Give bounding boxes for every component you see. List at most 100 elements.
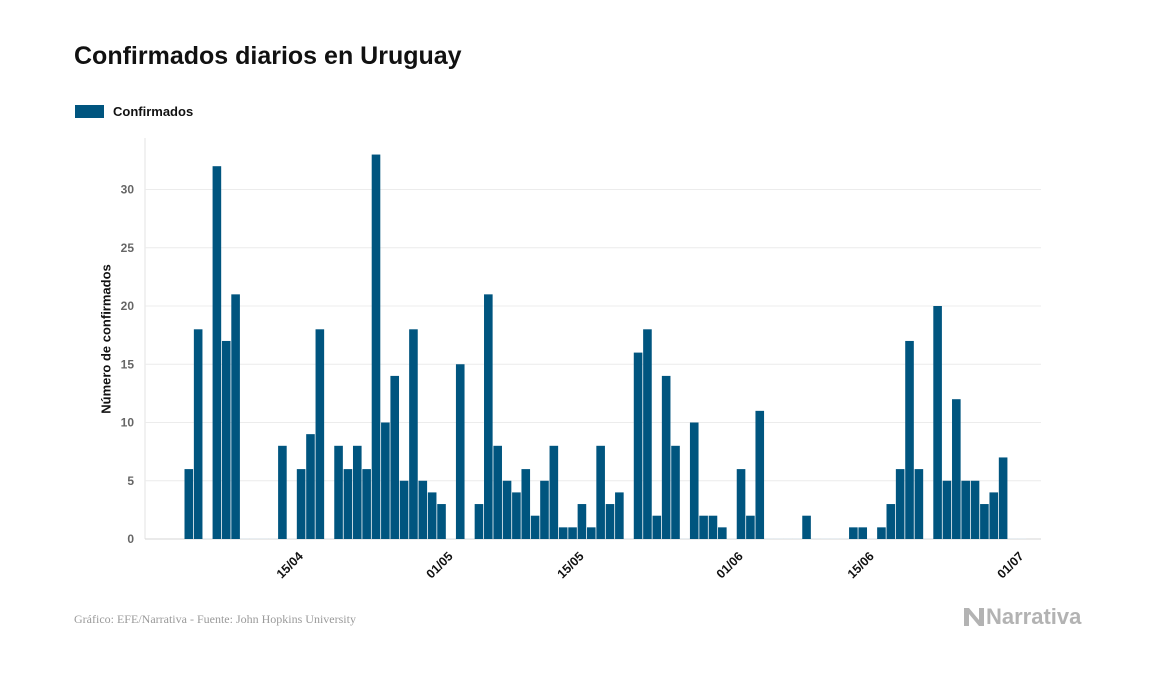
bar (802, 515, 811, 539)
bar (830, 538, 839, 539)
x-tick-label: 01/07 (995, 549, 1027, 581)
bar (774, 538, 783, 539)
bar (474, 504, 484, 539)
brand-name: Narrativa (986, 604, 1082, 629)
bar (942, 480, 952, 539)
bar (783, 538, 793, 539)
bar (278, 445, 287, 539)
x-tick-label: 01/06 (714, 549, 746, 581)
x-tick-label: 15/06 (845, 549, 877, 581)
bar (502, 480, 512, 539)
bar (586, 527, 596, 539)
x-tick-label: 15/04 (274, 549, 306, 581)
bar (970, 480, 980, 539)
bar (315, 329, 325, 539)
bar (484, 294, 493, 539)
bar (343, 469, 353, 539)
bar (980, 504, 989, 539)
bar (680, 538, 690, 539)
bar (512, 492, 521, 539)
bar (933, 306, 942, 539)
bar (624, 538, 634, 539)
x-tick-label: 15/05 (555, 549, 587, 581)
bar (549, 445, 559, 539)
bar (437, 504, 446, 539)
bar (221, 340, 231, 539)
bar (577, 504, 587, 539)
bar (184, 469, 194, 539)
bar (998, 457, 1008, 539)
bar (652, 515, 662, 539)
bar (250, 538, 259, 539)
bar (633, 352, 643, 539)
bar (446, 538, 456, 539)
bar (1017, 538, 1027, 539)
bar (418, 480, 428, 539)
bar (240, 538, 250, 539)
bar (540, 480, 549, 539)
bar (465, 538, 474, 539)
bar (193, 329, 203, 539)
bar (914, 469, 924, 539)
y-tick-label: 5 (127, 474, 134, 488)
bar (530, 515, 540, 539)
bar (568, 527, 577, 539)
bar (409, 329, 418, 539)
bar (427, 492, 437, 539)
bar (661, 375, 671, 539)
y-tick-label: 10 (121, 416, 135, 430)
bar (792, 538, 802, 539)
chart-title: Confirmados diarios en Uruguay (74, 42, 462, 70)
bar (895, 469, 905, 539)
bar (615, 492, 624, 539)
bar (839, 538, 849, 539)
bar (708, 515, 718, 539)
bar (764, 538, 774, 539)
bar (671, 445, 680, 539)
bar (381, 422, 390, 539)
bar (746, 515, 755, 539)
bar (399, 480, 409, 539)
bar (952, 399, 961, 539)
bar (521, 469, 531, 539)
x-tick-label: 01/05 (424, 549, 456, 581)
y-tick-label: 20 (121, 299, 135, 313)
bar (886, 504, 896, 539)
bar (877, 527, 886, 539)
y-tick-label: 15 (121, 357, 135, 371)
bar (849, 527, 858, 539)
y-tick-label: 25 (121, 241, 135, 255)
bar (867, 538, 877, 539)
bar (811, 538, 821, 539)
source-note: Gráfico: EFE/Narrativa - Fuente: John Ho… (74, 612, 356, 626)
bar (259, 538, 268, 539)
narrativa-logo-icon (964, 608, 984, 626)
bar (1008, 538, 1017, 539)
bar (689, 422, 699, 539)
bar (212, 166, 222, 539)
bar (718, 527, 727, 539)
bar (727, 538, 736, 539)
legend: Confirmados (75, 104, 193, 119)
bar (390, 375, 400, 539)
bar (493, 445, 502, 539)
bar (643, 329, 652, 539)
bar (455, 364, 465, 539)
bar (296, 469, 306, 539)
bar (324, 538, 334, 539)
bar (989, 492, 999, 539)
y-tick-label: 30 (121, 183, 135, 197)
bar (923, 538, 933, 539)
bar (605, 504, 615, 539)
bar (334, 445, 343, 539)
bar (736, 469, 746, 539)
bar (371, 154, 381, 540)
bar (268, 538, 278, 539)
bar (699, 515, 708, 539)
y-tick-label: 0 (127, 532, 134, 546)
bar (755, 410, 765, 539)
bar (362, 469, 371, 539)
bar (306, 434, 315, 539)
bar (820, 538, 830, 539)
